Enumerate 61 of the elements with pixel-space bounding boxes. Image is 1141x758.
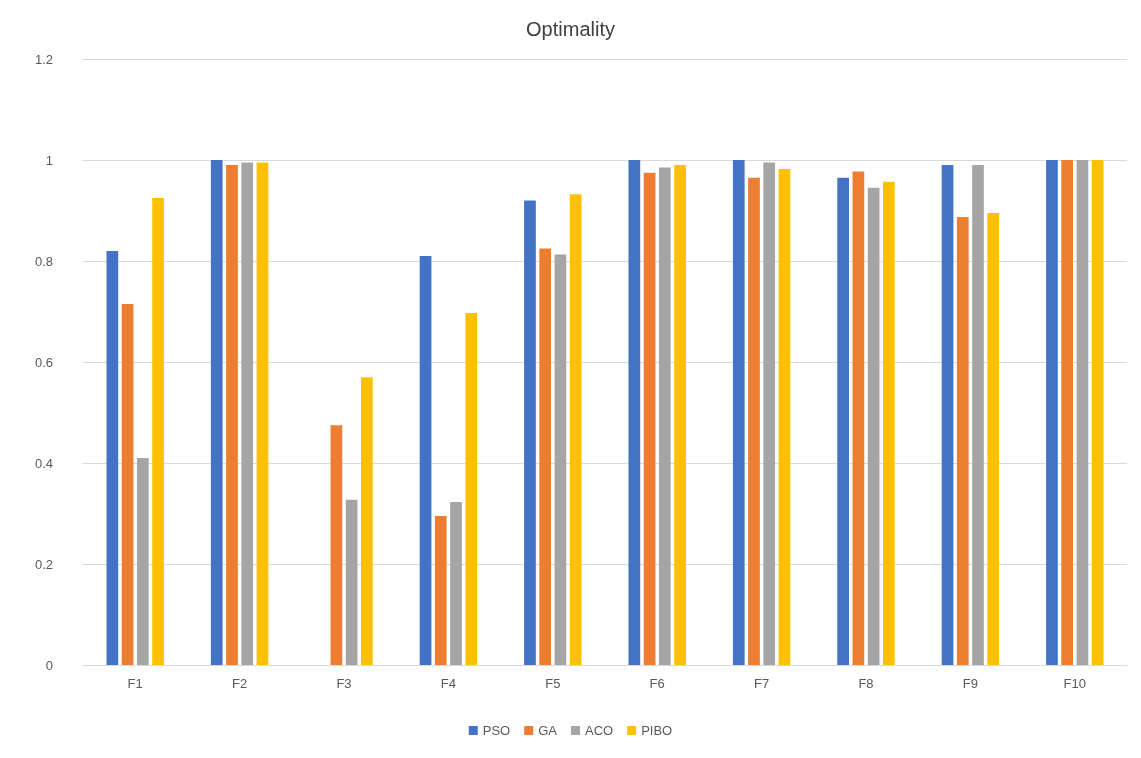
y-tick-label: 1.2 bbox=[34, 51, 53, 67]
bar bbox=[241, 162, 254, 665]
bar bbox=[643, 172, 656, 665]
bar bbox=[837, 177, 850, 665]
legend-label: PIBO bbox=[641, 723, 673, 738]
bar bbox=[226, 165, 238, 665]
bar bbox=[867, 187, 880, 665]
legend-label: ACO bbox=[585, 723, 614, 738]
x-tick-label: F9 bbox=[962, 676, 978, 691]
x-tick-label: F7 bbox=[754, 676, 770, 691]
x-tick-label: F8 bbox=[858, 676, 874, 691]
y-tick-label: 0.6 bbox=[34, 354, 53, 370]
x-tick-label: F4 bbox=[440, 676, 456, 691]
bar bbox=[121, 303, 134, 665]
bar bbox=[360, 377, 373, 665]
y-tick-label: 0.8 bbox=[34, 253, 53, 269]
x-tick-label: F6 bbox=[649, 676, 665, 691]
y-tick-label: 0.4 bbox=[34, 455, 53, 471]
y-tick-label: 1 bbox=[45, 152, 53, 168]
bar bbox=[628, 160, 641, 665]
x-tick-label: F5 bbox=[545, 676, 561, 691]
bar bbox=[569, 194, 582, 665]
bar bbox=[210, 160, 223, 665]
bar bbox=[732, 160, 745, 665]
bar bbox=[748, 177, 760, 665]
bar bbox=[419, 255, 432, 665]
bar bbox=[539, 248, 552, 665]
legend-label: PSO bbox=[482, 723, 511, 738]
bar bbox=[956, 217, 969, 665]
bar bbox=[256, 162, 269, 665]
bar bbox=[1076, 160, 1089, 665]
bar bbox=[972, 165, 984, 665]
y-tick-label: 0 bbox=[45, 657, 53, 673]
bar bbox=[674, 165, 686, 665]
bar bbox=[554, 254, 567, 665]
y-tick-label: 0.2 bbox=[34, 556, 53, 572]
bar bbox=[882, 181, 895, 665]
bar bbox=[106, 250, 119, 665]
bar bbox=[778, 169, 791, 665]
x-tick-label: F3 bbox=[336, 676, 352, 691]
x-tick-label: F1 bbox=[127, 676, 143, 691]
x-tick-label: F2 bbox=[232, 676, 248, 691]
bar bbox=[345, 499, 358, 665]
bar bbox=[941, 165, 954, 665]
bar bbox=[1046, 160, 1058, 665]
x-tick-label: F10 bbox=[1063, 676, 1086, 691]
bar bbox=[434, 516, 447, 665]
bar bbox=[1061, 160, 1074, 665]
bar bbox=[152, 197, 164, 665]
bar bbox=[330, 425, 343, 665]
bar bbox=[524, 200, 536, 665]
bar bbox=[465, 313, 478, 665]
bar bbox=[136, 457, 149, 665]
bar bbox=[1091, 160, 1104, 665]
legend-label: GA bbox=[538, 723, 558, 738]
chart-title: Optimality bbox=[526, 18, 615, 40]
bar bbox=[658, 167, 671, 665]
bar bbox=[763, 162, 776, 665]
bar bbox=[450, 501, 462, 665]
bar bbox=[987, 213, 1000, 665]
bar bbox=[852, 171, 865, 665]
